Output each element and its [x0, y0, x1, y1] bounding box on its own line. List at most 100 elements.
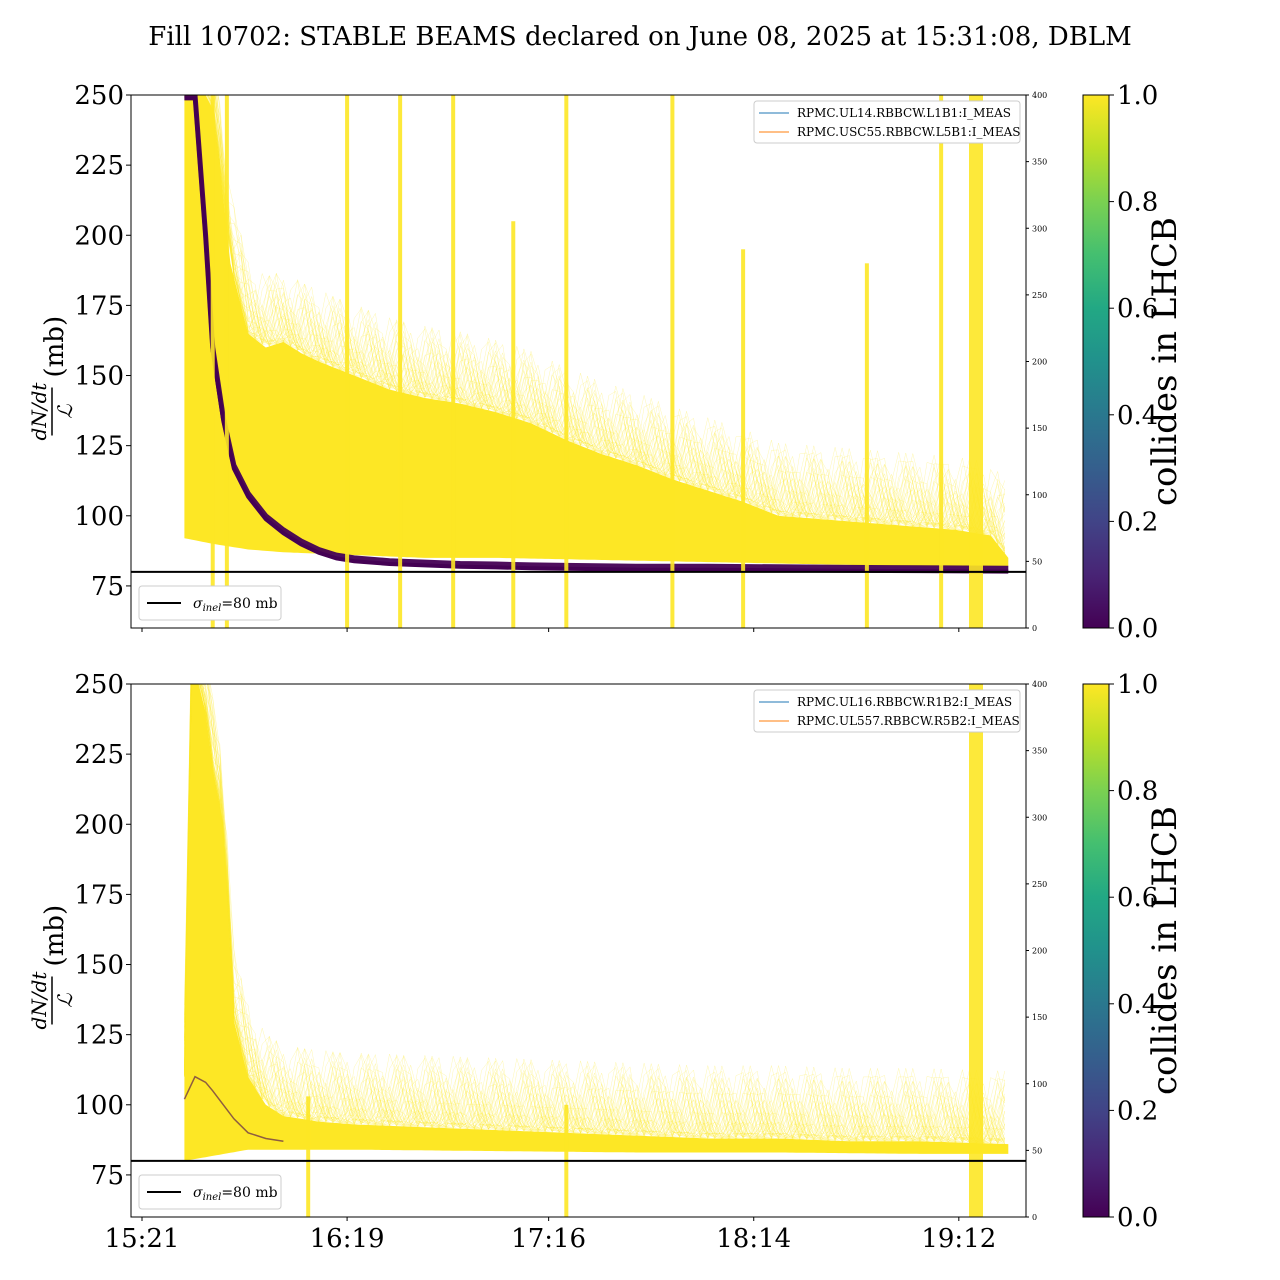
panel-top: 75 100 125 150 175 200 225 250 0 50 100 150 200 250 30…: [27, 81, 1185, 644]
y2tick-label: 350: [1032, 747, 1047, 756]
series-trace: [184, 684, 1005, 1144]
series-trace: [184, 684, 1005, 1143]
colorbar: [1082, 94, 1110, 629]
y2tick-label: 250: [1032, 880, 1047, 889]
colorbar-tick-label: 0.8: [1117, 188, 1158, 218]
sigma-symbol: σ: [193, 1185, 203, 1201]
spike: [210, 95, 215, 628]
spike: [451, 95, 456, 628]
spike: [969, 684, 983, 1217]
sigma-symbol: σ: [193, 596, 203, 612]
spike: [398, 95, 403, 628]
ytick-label: 150: [74, 362, 124, 392]
xtick-label: 16:19: [310, 1224, 385, 1254]
ytick-label: 150: [74, 951, 124, 981]
series-trace: [184, 684, 1006, 1145]
series-trace: [184, 684, 1005, 1144]
series-trace: [184, 684, 1005, 1144]
y-label-numerator: dN/dt: [27, 971, 51, 1030]
series-trace: [184, 684, 1005, 1144]
series-trace: [184, 684, 1006, 1143]
y2tick-label: 400: [1032, 91, 1047, 100]
series-trace: [184, 684, 1006, 1144]
xtick-label: 15:21: [105, 1224, 180, 1254]
sigma-value: =80 mb: [221, 596, 277, 612]
ytick-label: 175: [74, 291, 124, 321]
ytick-label: 125: [74, 432, 124, 462]
ytick-label: 175: [74, 880, 124, 910]
y2tick-label: 250: [1032, 291, 1047, 300]
series-trace: [184, 684, 1006, 1143]
series-collides-0-core-lower: [184, 96, 1009, 574]
series-trace: [184, 684, 1006, 1144]
series-collides-1-band: [184, 95, 1009, 567]
series-trace: [184, 684, 1006, 1143]
series-trace: [184, 684, 1006, 1143]
y2tick-label: 50: [1032, 1146, 1042, 1155]
ytick-label: 100: [74, 1091, 124, 1121]
xtick-label: 19:12: [921, 1224, 996, 1254]
colorbar-tick-label: 0.0: [1117, 1203, 1158, 1233]
ytick-label: 225: [74, 740, 124, 770]
series-trace: [184, 684, 1006, 1144]
y-label-denominator: ℒ: [53, 993, 77, 1008]
y-label-unit: (mb): [40, 316, 70, 378]
legend-box: [753, 100, 1021, 144]
xtick-label: 18:14: [716, 1224, 791, 1254]
sigma-legend-label: σinel=80 mb: [193, 596, 278, 614]
series-collides-1-band: [184, 684, 1009, 1161]
series-trace: [184, 684, 1006, 1144]
y2tick-label: 350: [1032, 158, 1047, 167]
colorbar-tick-label: 0.4: [1117, 401, 1158, 431]
ytick-label: 125: [74, 1021, 124, 1051]
y-axis-label: dN/dt ℒ (mb): [27, 905, 77, 1030]
y2tick-label: 200: [1032, 947, 1047, 956]
spike: [306, 1096, 311, 1217]
colorbar-tick-label: 1.0: [1117, 670, 1158, 700]
colorbar-tick-label: 0.6: [1117, 294, 1158, 324]
ytick-label: 200: [74, 221, 124, 251]
y2tick-label: 0: [1032, 624, 1037, 633]
spike: [939, 95, 944, 628]
y-label-numerator: dN/dt: [27, 382, 51, 441]
colorbar-tick-label: 0.2: [1117, 1096, 1158, 1126]
y2tick-label: 150: [1032, 1013, 1047, 1022]
series-trace: [184, 684, 1005, 1144]
y2tick-label: 50: [1032, 557, 1042, 566]
series-trace: [184, 684, 1006, 1143]
colorbar-label: collides in LHCB: [1145, 217, 1185, 506]
legend-entry: RPMC.USC55.RBBCW.L5B1:I_MEAS: [797, 125, 1020, 139]
plot-area: [183, 684, 1009, 1217]
y2tick-label: 100: [1032, 1080, 1047, 1089]
y2tick-label: 300: [1032, 224, 1047, 233]
plot-area: [184, 95, 1009, 628]
sigma-subscript: inel: [203, 603, 222, 614]
series-collides-0-core: [183, 1075, 284, 1143]
series-trace: [184, 684, 1005, 1144]
series-trace: [184, 684, 1005, 1144]
ytick-label: 225: [74, 151, 124, 181]
ytick-label: 75: [91, 1161, 124, 1191]
series-trace: [184, 684, 1005, 1143]
series-trace: [184, 684, 1005, 1143]
series-trace: [184, 684, 1006, 1143]
panel-bottom: 75 100 125 150 175 200 225 250 0 50 100 150 200 250 30…: [27, 670, 1185, 1254]
y2tick-label: 200: [1032, 358, 1047, 367]
sigma-value: =80 mb: [221, 1185, 277, 1201]
colorbar-tick-label: 0.4: [1117, 990, 1158, 1020]
colorbar: [1082, 683, 1110, 1218]
colorbar-tick-label: 0.0: [1117, 614, 1158, 644]
sigma-legend-box: [138, 585, 282, 621]
series-trace: [184, 684, 1006, 1144]
y2tick-label: 100: [1032, 491, 1047, 500]
series-trace: [184, 684, 1005, 1144]
ytick-label: 250: [74, 670, 124, 700]
sigma-legend-box: [138, 1174, 282, 1210]
ytick-label: 250: [74, 81, 124, 111]
spike: [345, 95, 350, 628]
y2tick-label: 300: [1032, 813, 1047, 822]
y-label-denominator: ℒ: [53, 404, 77, 419]
ytick-label: 100: [74, 502, 124, 532]
ytick-label: 200: [74, 810, 124, 840]
